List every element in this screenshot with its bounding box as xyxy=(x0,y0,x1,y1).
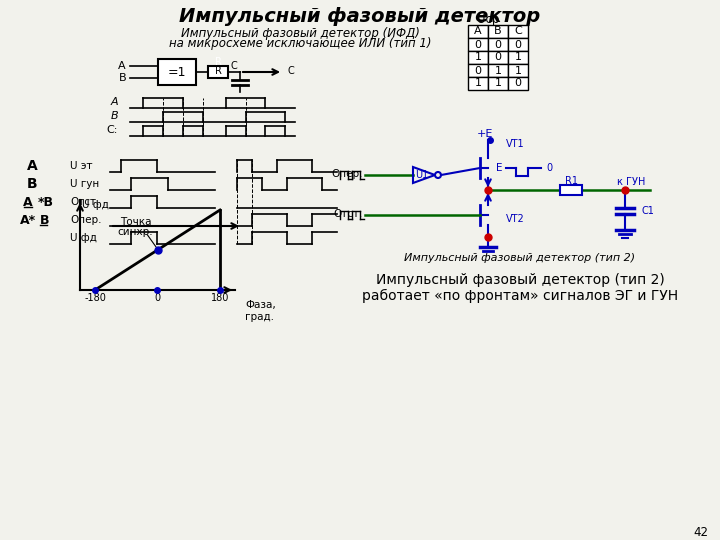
Text: U фд: U фд xyxy=(82,200,109,210)
Text: 180: 180 xyxy=(211,293,229,303)
Text: 0: 0 xyxy=(154,293,160,303)
Text: A: A xyxy=(27,159,37,173)
Text: Опер.: Опер. xyxy=(331,169,363,179)
Text: *B: *B xyxy=(38,195,54,208)
Bar xyxy=(488,38,508,51)
Text: +E: +E xyxy=(477,129,493,139)
Text: 1: 1 xyxy=(515,65,521,76)
Bar xyxy=(488,25,508,38)
Text: VT1: VT1 xyxy=(506,139,525,149)
Bar xyxy=(508,38,528,51)
Bar xyxy=(508,51,528,64)
Text: Точка: Точка xyxy=(120,217,151,227)
Bar xyxy=(158,59,196,85)
Text: Отст.: Отст. xyxy=(333,209,363,219)
Bar xyxy=(560,185,582,195)
Text: A: A xyxy=(118,61,126,71)
Text: -180: -180 xyxy=(84,293,106,303)
Bar xyxy=(508,25,528,38)
Text: U эт: U эт xyxy=(70,161,92,171)
Text: B: B xyxy=(110,111,118,121)
Text: 0: 0 xyxy=(515,39,521,50)
Text: Импульсный фазовый детектор (тип 2): Импульсный фазовый детектор (тип 2) xyxy=(405,253,636,263)
Text: A*: A* xyxy=(20,213,36,226)
Text: =1: =1 xyxy=(168,65,186,78)
Text: B: B xyxy=(40,213,50,226)
Text: C: C xyxy=(514,26,522,37)
Bar xyxy=(468,51,488,64)
Text: C:: C: xyxy=(107,125,118,135)
Text: B: B xyxy=(27,177,37,191)
Text: 0: 0 xyxy=(495,52,502,63)
Bar xyxy=(468,64,488,77)
Text: U фд: U фд xyxy=(70,233,97,243)
Text: A: A xyxy=(110,97,118,107)
Text: на микросхеме исключающее ИЛИ (тип 1): на микросхеме исключающее ИЛИ (тип 1) xyxy=(168,37,431,51)
Text: Импульсный фазовый детектор (ИФД): Импульсный фазовый детектор (ИФД) xyxy=(181,26,420,39)
Text: R: R xyxy=(215,57,222,67)
Text: C1: C1 xyxy=(641,206,654,216)
Bar xyxy=(468,25,488,38)
Text: 0: 0 xyxy=(546,163,552,173)
Text: 0: 0 xyxy=(495,39,502,50)
Text: B: B xyxy=(118,73,126,83)
Text: Отст.: Отст. xyxy=(70,197,99,207)
Text: B: B xyxy=(494,26,502,37)
Text: 1: 1 xyxy=(495,65,502,76)
Text: синхр.: синхр. xyxy=(117,227,153,237)
Bar xyxy=(488,51,508,64)
Text: работает «по фронтам» сигналов ЭГ и ГУН: работает «по фронтам» сигналов ЭГ и ГУН xyxy=(362,289,678,303)
Text: 0: 0 xyxy=(474,65,482,76)
Text: к ГУН: к ГУН xyxy=(616,177,645,187)
Bar xyxy=(208,66,228,78)
Bar xyxy=(488,77,508,90)
Text: 1: 1 xyxy=(515,52,521,63)
Text: R: R xyxy=(215,66,222,76)
Bar xyxy=(508,77,528,90)
Text: A: A xyxy=(23,195,33,208)
Bar xyxy=(468,38,488,51)
Text: Импульсный фазовый детектор: Импульсный фазовый детектор xyxy=(179,8,541,26)
Bar xyxy=(488,64,508,77)
Bar xyxy=(468,77,488,90)
Text: 42: 42 xyxy=(693,525,708,538)
Text: 1: 1 xyxy=(474,78,482,89)
Text: 1: 1 xyxy=(474,52,482,63)
Text: A: A xyxy=(474,26,482,37)
Text: U1: U1 xyxy=(415,170,428,180)
Text: 0: 0 xyxy=(515,78,521,89)
Text: C: C xyxy=(287,66,294,76)
Text: 0: 0 xyxy=(474,39,482,50)
Text: U гун: U гун xyxy=(70,179,99,189)
Text: VT2: VT2 xyxy=(506,214,525,224)
Text: Импульсный фазовый детектор (тип 2): Импульсный фазовый детектор (тип 2) xyxy=(376,273,665,287)
Text: Uср: Uср xyxy=(477,14,499,26)
Text: C: C xyxy=(230,61,238,71)
Text: E: E xyxy=(496,163,503,173)
Text: 1: 1 xyxy=(495,78,502,89)
Text: Фаза,
град.: Фаза, град. xyxy=(245,300,276,322)
Text: Опер.: Опер. xyxy=(70,215,102,225)
Text: R1: R1 xyxy=(564,176,577,186)
Bar xyxy=(508,64,528,77)
